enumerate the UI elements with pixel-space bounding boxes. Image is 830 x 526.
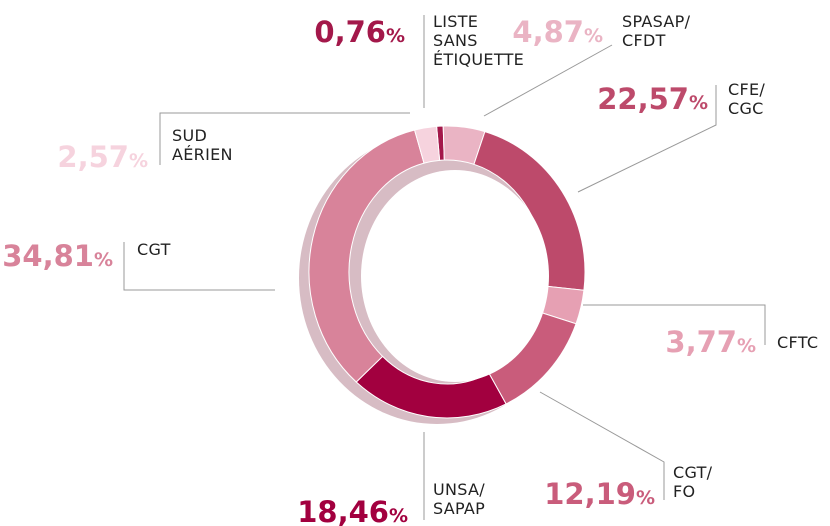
value-label: 0,76% [314,18,405,47]
leader-line [577,85,717,193]
value-unit: % [688,92,708,114]
leader-line [159,112,410,165]
category-label: UNSA/ SAPAP [433,480,486,518]
leader-line [123,242,275,291]
value-label: 4,87% [512,18,603,47]
category-label: CFE/ CGC [728,80,766,118]
value-unit: % [736,335,756,357]
value-label: 2,57% [57,143,148,172]
value-number: 22,57 [597,82,689,116]
value-unit: % [128,150,148,172]
value-unit: % [635,487,655,509]
value-label: 12,19% [544,480,655,509]
leader-line [539,391,665,500]
donut-hole-shade [361,170,549,382]
category-label: SPASAP/ CFDT [622,12,691,50]
value-number: 4,87 [512,15,584,49]
leader-line [583,304,766,345]
category-label: LISTE SANS ÉTIQUETTE [433,12,525,69]
value-label: 34,81% [2,242,113,271]
leader-line [483,44,613,117]
value-number: 18,46 [297,495,389,526]
category-label: CGT [137,240,171,259]
value-label: 18,46% [297,498,408,526]
category-label: CFTC [777,333,819,352]
category-label: CGT/ FO [673,463,713,501]
value-unit: % [388,505,408,526]
donut-slice [413,125,441,164]
value-label: 22,57% [597,85,708,114]
value-number: 3,77 [665,325,737,359]
value-number: 0,76 [314,15,386,49]
value-unit: % [93,249,113,271]
value-number: 34,81 [2,239,94,273]
value-label: 3,77% [665,328,756,357]
category-label: SUD AÉRIEN [172,126,233,164]
value-number: 2,57 [57,140,129,174]
value-unit: % [583,25,603,47]
value-unit: % [385,25,405,47]
value-number: 12,19 [544,477,636,511]
